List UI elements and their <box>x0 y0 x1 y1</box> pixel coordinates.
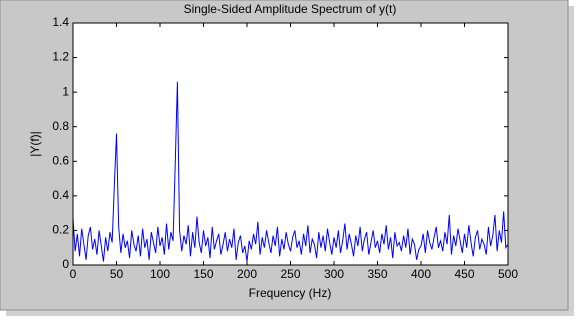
y-tick-label: 1.4 <box>52 15 69 29</box>
x-tick-label: 100 <box>150 267 170 281</box>
x-tick-label: 0 <box>70 267 77 281</box>
x-tick-label: 250 <box>280 267 300 281</box>
y-tick-label: 0.2 <box>52 223 69 237</box>
y-axis-label: |Y(f)| <box>28 131 42 157</box>
chart-title: Single-Sided Amplitude Spectrum of y(t) <box>184 2 397 16</box>
y-tick-label: 1 <box>62 84 69 98</box>
x-tick-label: 500 <box>498 267 518 281</box>
x-tick-label: 350 <box>367 267 387 281</box>
y-tick-label: 0 <box>62 257 69 271</box>
x-axis-label: Frequency (Hz) <box>249 286 332 300</box>
y-tick-label: 0.4 <box>52 188 69 202</box>
plot-frame <box>72 22 509 266</box>
y-tick-label: 0.8 <box>52 119 69 133</box>
y-tick-label: 0.6 <box>52 153 69 167</box>
x-tick-label: 150 <box>193 267 213 281</box>
spectrum-line <box>72 81 509 262</box>
x-tick-label: 50 <box>110 267 124 281</box>
x-tick-label: 400 <box>411 267 431 281</box>
x-tick-label: 450 <box>454 267 474 281</box>
plot-area <box>72 22 509 266</box>
x-tick-label: 300 <box>324 267 344 281</box>
y-tick-label: 1.2 <box>52 50 69 64</box>
x-tick-label: 200 <box>237 267 257 281</box>
